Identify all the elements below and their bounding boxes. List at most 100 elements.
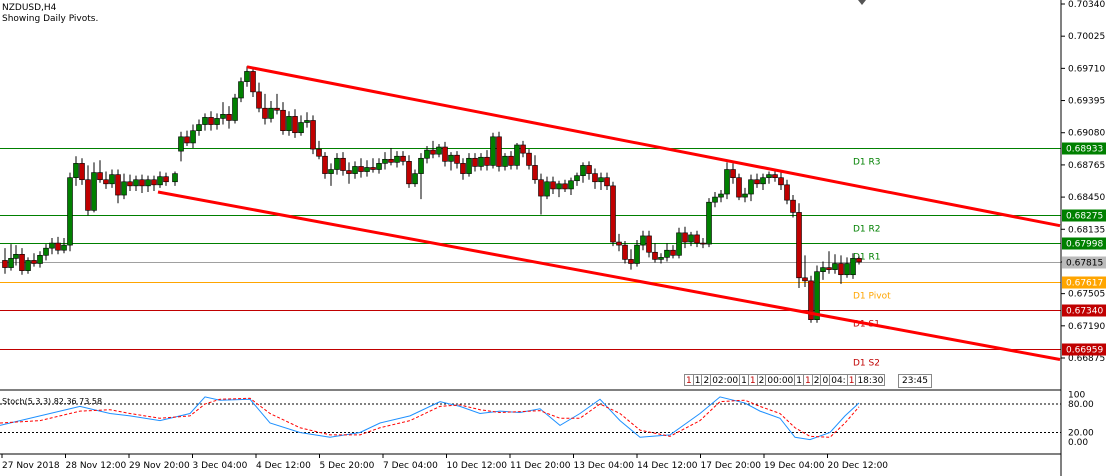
candle-body	[598, 177, 604, 183]
candle-body	[856, 258, 862, 263]
time-label: 13 Dec 04:00	[574, 461, 635, 471]
candle-body	[73, 163, 79, 178]
candle-body	[814, 271, 820, 320]
candle-body	[832, 263, 838, 270]
price-tick-label: 0.66875	[1068, 354, 1105, 364]
candle-body	[67, 177, 73, 246]
candle-body	[592, 173, 598, 183]
candle-body	[694, 234, 700, 244]
time-label: 11 Dec 20:00	[510, 461, 571, 471]
candle-body	[55, 242, 61, 251]
candle-body	[310, 120, 316, 150]
candle-body	[610, 185, 616, 243]
time-label: 29 Nov 20:00	[129, 461, 190, 471]
candle-body	[724, 169, 730, 195]
candle-body	[436, 146, 442, 155]
candle-body	[844, 263, 850, 276]
candle-body	[430, 149, 436, 155]
pivot-label: D1 R1	[853, 253, 881, 263]
candle-body	[712, 196, 718, 203]
timer-box: 23:45	[898, 374, 932, 388]
candle-body	[370, 167, 376, 170]
candle-body	[346, 170, 352, 174]
time-label: 4 Dec 12:00	[256, 461, 311, 471]
scroll-arrow-icon[interactable]	[858, 0, 866, 5]
candle-body	[151, 179, 157, 186]
candle-body	[139, 179, 145, 187]
candle-body	[286, 116, 292, 131]
candle-body	[145, 179, 151, 187]
candle-body	[190, 130, 196, 144]
candle-body	[208, 117, 214, 125]
candle-body	[658, 257, 664, 260]
candle-body	[754, 179, 760, 185]
candle-body	[13, 254, 19, 259]
candle-body	[232, 97, 238, 121]
candle-body	[676, 232, 682, 256]
pivot-price-tag	[1062, 142, 1106, 155]
candle-body	[340, 157, 346, 171]
candle-body	[628, 259, 634, 264]
candle-body	[772, 174, 778, 178]
timeline-boxes: 1 1 2 02:00 1 1 2 00:00 1 1 2 0 04: 1 18:30	[684, 374, 886, 386]
price-tick-label: 0.68450	[1068, 193, 1105, 203]
symbol-title: NZDUSD,H4	[2, 3, 57, 13]
candle-body	[538, 179, 544, 197]
candle-body	[157, 176, 163, 186]
candle-body	[514, 144, 520, 166]
candle-body	[748, 179, 754, 195]
candle-body	[61, 244, 67, 251]
candle-body	[280, 109, 286, 131]
candle-body	[304, 120, 310, 123]
time-label: 19 Dec 04:00	[764, 461, 825, 471]
candle-body	[526, 152, 532, 166]
candle-body	[646, 235, 652, 253]
price-tick-label: 0.67190	[1068, 322, 1105, 332]
candle-body	[220, 114, 226, 119]
candle-body	[730, 169, 736, 178]
candle-body	[214, 118, 220, 125]
candle-body	[556, 183, 562, 190]
candle-body	[562, 183, 568, 190]
time-label: 27 Nov 2018	[2, 461, 60, 471]
candle-body	[616, 241, 622, 246]
candle-body	[418, 157, 424, 174]
price-tick-label: 0.67505	[1068, 290, 1105, 300]
candle-body	[820, 267, 826, 272]
pivot-price-label: 0.67617	[1066, 279, 1103, 289]
candle-body	[19, 254, 25, 271]
candle-body	[760, 177, 766, 185]
stoch-tick-label: 20.00	[1068, 429, 1094, 439]
candle-body	[184, 136, 190, 144]
candle-body	[718, 193, 724, 198]
candle-body	[49, 242, 55, 249]
candle-body	[520, 144, 526, 154]
candle-body	[778, 177, 784, 186]
candle-body	[652, 251, 658, 260]
candle-body	[664, 249, 670, 258]
pivot-price-tag	[1062, 209, 1106, 222]
candle-body	[850, 258, 856, 276]
candle-body	[796, 212, 802, 279]
candle-body	[202, 117, 208, 125]
stoch-tick-label: 80.00	[1068, 400, 1094, 410]
candle-body	[103, 179, 109, 185]
candle-body	[388, 158, 394, 163]
candle-body	[478, 156, 484, 167]
price-tick-label: 0.68135	[1068, 225, 1105, 235]
timeline-box: 18:30	[855, 374, 886, 386]
candle-body	[292, 116, 298, 134]
candle-body	[490, 136, 496, 166]
candle-body	[700, 242, 706, 245]
candle-body	[268, 107, 274, 119]
pivot-price-label: 0.68275	[1066, 212, 1103, 222]
candle-body	[442, 146, 448, 162]
pivot-price-label: 0.66959	[1066, 346, 1103, 356]
candle-body	[43, 247, 49, 256]
candle-body	[622, 244, 628, 260]
candle-body	[766, 174, 772, 178]
candle-body	[244, 71, 250, 82]
price-tick-label: 0.69710	[1068, 64, 1105, 74]
candle-body	[808, 280, 814, 320]
